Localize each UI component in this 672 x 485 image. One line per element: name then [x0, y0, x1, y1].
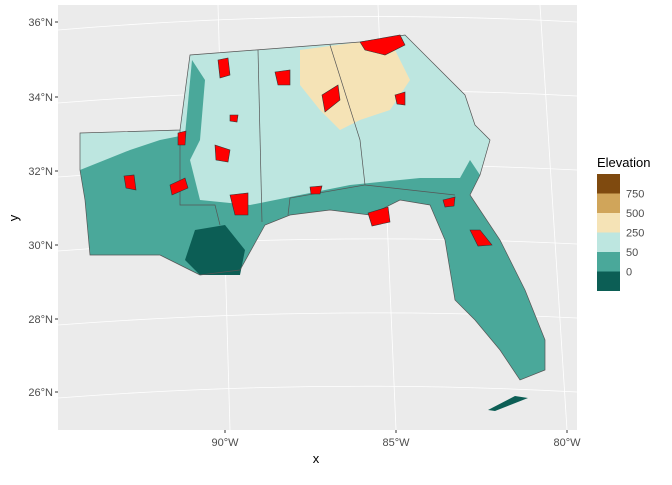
legend-key	[597, 252, 620, 272]
x-axis-title: x	[313, 451, 320, 466]
x-tick-label: 80°W	[553, 437, 581, 449]
legend-key	[597, 213, 620, 233]
land	[80, 35, 545, 411]
legend-key	[597, 174, 620, 194]
legend-label: 0	[626, 267, 632, 279]
y-tick-label: 34°N	[28, 92, 53, 104]
legend-key	[597, 271, 620, 291]
y-tick-label: 28°N	[28, 314, 53, 326]
legend-key	[597, 193, 620, 213]
legend-label: 750	[626, 189, 644, 201]
state-borders	[79, 34, 546, 381]
y-tick-label: 26°N	[28, 387, 53, 399]
legend-label: 250	[626, 228, 644, 240]
x-tick-label: 85°W	[382, 437, 410, 449]
red-patches	[123, 34, 493, 247]
legend-key	[597, 232, 620, 252]
x-tick-label: 90°W	[211, 437, 239, 449]
y-tick-label: 32°N	[28, 166, 53, 178]
legend-label: 50	[626, 247, 638, 259]
y-tick-label: 30°N	[28, 240, 53, 252]
axes: 90°W 85°W 80°W 36°N 34°N 32°N 30°N 28°N 26°N	[28, 17, 581, 449]
y-axis-title: y	[6, 214, 21, 221]
legend-label: 500	[626, 208, 644, 220]
y-tick-label: 36°N	[28, 17, 53, 29]
legend-title: Elevation	[597, 155, 650, 170]
